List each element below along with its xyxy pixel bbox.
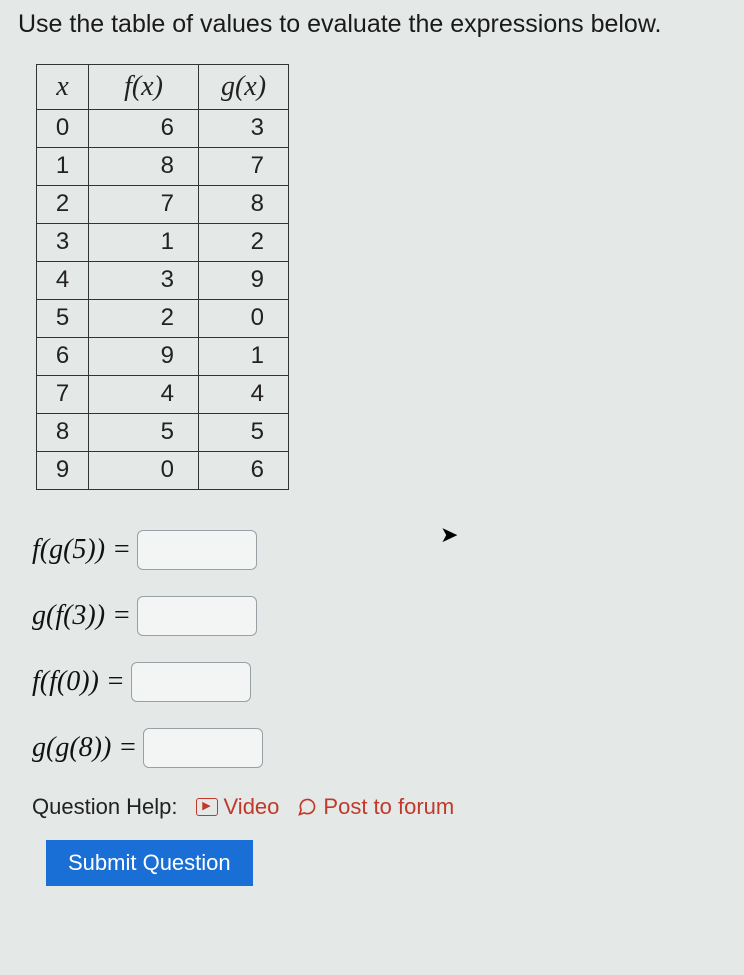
cell-x: 2: [37, 185, 89, 223]
table-row: 1 8 7: [37, 147, 289, 185]
answer-input-4[interactable]: [143, 728, 263, 768]
table-row: 7 4 4: [37, 375, 289, 413]
video-help-link[interactable]: ▶ Video: [196, 794, 280, 820]
table-row: 2 7 8: [37, 185, 289, 223]
table-row: 9 0 6: [37, 451, 289, 489]
cell-f: 7: [89, 185, 199, 223]
cell-f: 2: [89, 299, 199, 337]
cell-g: 6: [199, 451, 289, 489]
cell-f: 9: [89, 337, 199, 375]
table-row: 0 6 3: [37, 109, 289, 147]
cell-f: 0: [89, 451, 199, 489]
speech-bubble-icon: [297, 797, 317, 817]
expression-row: f(f(0)) =: [32, 662, 726, 702]
answer-input-2[interactable]: [137, 596, 257, 636]
video-icon: ▶: [196, 798, 218, 816]
cell-x: 7: [37, 375, 89, 413]
answer-input-1[interactable]: [137, 530, 257, 570]
cell-g: 1: [199, 337, 289, 375]
answer-input-3[interactable]: [131, 662, 251, 702]
cell-f: 4: [89, 375, 199, 413]
question-prompt: Use the table of values to evaluate the …: [18, 8, 726, 42]
cell-x: 3: [37, 223, 89, 261]
col-header-gx: g(x): [199, 64, 289, 109]
cell-f: 8: [89, 147, 199, 185]
cell-f: 1: [89, 223, 199, 261]
cell-g: 3: [199, 109, 289, 147]
cell-x: 9: [37, 451, 89, 489]
expression-row: g(f(3)) =: [32, 596, 726, 636]
video-help-text: Video: [224, 794, 280, 820]
cell-f: 5: [89, 413, 199, 451]
expression-label: f(g(5)) =: [32, 534, 131, 566]
table-row: 5 2 0: [37, 299, 289, 337]
table-row: 8 5 5: [37, 413, 289, 451]
cell-g: 8: [199, 185, 289, 223]
cell-f: 3: [89, 261, 199, 299]
cell-g: 7: [199, 147, 289, 185]
expression-row: g(g(8)) =: [32, 728, 726, 768]
cell-g: 2: [199, 223, 289, 261]
cell-f: 6: [89, 109, 199, 147]
submit-question-button[interactable]: Submit Question: [46, 840, 253, 886]
expression-label: f(f(0)) =: [32, 666, 125, 698]
cell-g: 9: [199, 261, 289, 299]
table-row: 3 1 2: [37, 223, 289, 261]
expression-label: g(f(3)) =: [32, 600, 131, 632]
col-header-fx: f(x): [89, 64, 199, 109]
cell-g: 0: [199, 299, 289, 337]
col-header-x: x: [37, 64, 89, 109]
values-table: x f(x) g(x) 0 6 3 1 8 7 2 7 8 3: [36, 64, 289, 490]
table-row: 6 9 1: [37, 337, 289, 375]
cell-g: 4: [199, 375, 289, 413]
expression-row: f(g(5)) =: [32, 530, 726, 570]
cell-x: 1: [37, 147, 89, 185]
forum-help-text: Post to forum: [323, 794, 454, 820]
cell-g: 5: [199, 413, 289, 451]
expression-label: g(g(8)) =: [32, 732, 137, 764]
forum-help-link[interactable]: Post to forum: [297, 794, 454, 820]
cell-x: 8: [37, 413, 89, 451]
cell-x: 0: [37, 109, 89, 147]
cell-x: 4: [37, 261, 89, 299]
cell-x: 6: [37, 337, 89, 375]
table-row: 4 3 9: [37, 261, 289, 299]
cell-x: 5: [37, 299, 89, 337]
question-help-label: Question Help:: [32, 794, 178, 820]
